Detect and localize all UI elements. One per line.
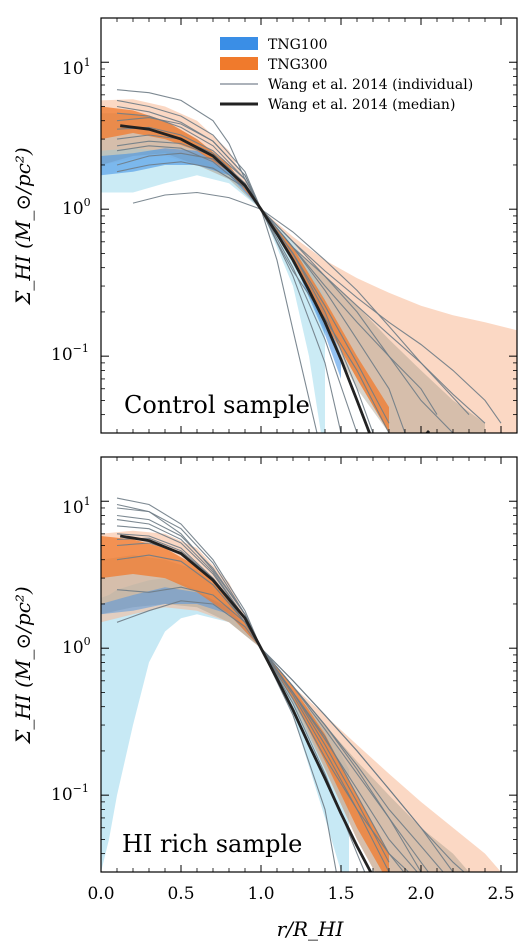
- xtick-label-0: 0.0: [87, 884, 114, 904]
- individual-profile-line: [116, 600, 454, 872]
- xtick-label-1: 0.5: [167, 884, 194, 904]
- legend-label-median: Wang et al. 2014 (median): [268, 97, 455, 113]
- ytick-label-top-m1: 10−1: [51, 342, 89, 365]
- legend-label-individual: Wang et al. 2014 (individual): [268, 77, 473, 93]
- band-tng100-inner: [101, 587, 261, 649]
- ytick-label-top-0: 100: [62, 196, 91, 219]
- y-axis-label-top: Σ_HI (M_⊙/pc²): [11, 147, 35, 305]
- individual-profile-line: [132, 191, 470, 415]
- band-tng100-inner: [101, 148, 341, 379]
- ytick-label-bottom-1: 101: [62, 495, 91, 518]
- legend-swatch-tng300: [220, 57, 258, 70]
- legend-label-tng300: TNG300: [268, 57, 328, 73]
- median-line-bottom: [119, 534, 373, 872]
- x-axis-label: r/R_HI: [277, 917, 345, 941]
- median-profile-line: [120, 124, 431, 433]
- xtick-label-5: 2.5: [487, 884, 514, 904]
- panel-top: 101 100 10−1 Σ_HI (M_⊙/pc²) Control samp…: [11, 17, 518, 434]
- ticks-bottom: [100, 456, 517, 873]
- ytick-label-bottom-m1: 10−1: [51, 782, 89, 805]
- legend-swatch-tng100: [220, 37, 258, 50]
- sample-label-bottom: HI rich sample: [122, 830, 302, 858]
- ytick-label-top-1: 101: [62, 56, 91, 79]
- xtick-label-4: 2.0: [407, 884, 434, 904]
- panel-bottom: 101 100 10−1 Σ_HI (M_⊙/pc²) HI rich samp…: [11, 456, 518, 941]
- median-line-top: [120, 124, 431, 433]
- band-tng-overlap: [101, 113, 485, 433]
- median-profile-line: [119, 534, 373, 872]
- individual-profile-line: [116, 161, 502, 424]
- ticks-top: [100, 17, 517, 434]
- legend: TNG100 TNG300 Wang et al. 2014 (individu…: [220, 37, 473, 113]
- legend-label-tng100: TNG100: [268, 37, 328, 53]
- y-axis-label-bottom: Σ_HI (M_⊙/pc²): [11, 586, 35, 744]
- ytick-label-bottom-0: 100: [62, 635, 91, 658]
- individual-profile-line: [116, 105, 374, 433]
- individual-profile-line: [116, 89, 318, 433]
- xtick-label-2: 1.0: [247, 884, 274, 904]
- sample-label-top: Control sample: [124, 391, 310, 419]
- xtick-label-3: 1.5: [327, 884, 354, 904]
- band-tng300-inner: [101, 536, 389, 872]
- individual-profile-line: [116, 126, 390, 424]
- individual-profile-line: [116, 140, 454, 433]
